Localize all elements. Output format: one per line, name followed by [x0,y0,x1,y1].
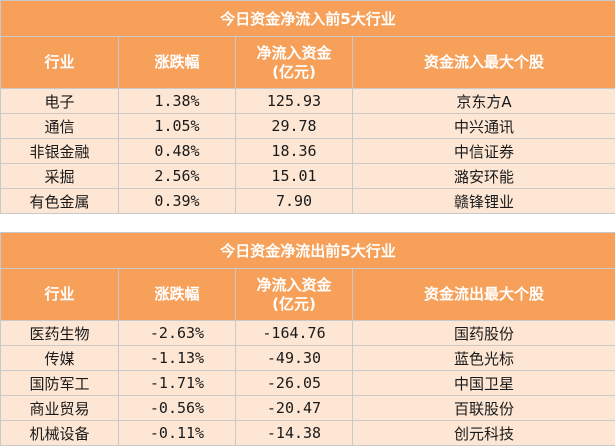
outflow-title: 今日资金净流出前5大行业 [1,233,615,269]
col-header-netflow-label: 净流入资金 (亿元) [256,276,331,313]
top-stock-cell: 百联股份 [353,396,615,421]
top-stock-cell: 中信证券 [353,139,615,164]
top-stock-cell: 潞安环能 [353,164,615,189]
industry-cell: 电子 [1,89,119,114]
netflow-cell: -26.05 [236,371,353,396]
industry-cell: 有色金属 [1,189,119,214]
change-cell: 1.05% [119,114,236,139]
change-cell: 1.38% [119,89,236,114]
netflow-cell: -49.30 [236,346,353,371]
col-header-change: 涨跌幅 [119,269,236,321]
col-header-top-stock: 资金流出最大个股 [353,269,615,321]
top-stock-cell: 中兴通讯 [353,114,615,139]
col-header-netflow: 净流入资金 (亿元) [236,269,353,321]
change-cell: -2.63% [119,321,236,346]
industry-cell: 非银金融 [1,139,119,164]
industry-cell: 采掘 [1,164,119,189]
industry-cell: 国防军工 [1,371,119,396]
netflow-cell: 18.36 [236,139,353,164]
change-cell: -1.13% [119,346,236,371]
industry-cell: 传媒 [1,346,119,371]
industry-cell: 机械设备 [1,421,119,446]
top-stock-cell: 创元科技 [353,421,615,446]
change-cell: 0.39% [119,189,236,214]
col-header-industry: 行业 [1,37,119,89]
netflow-cell: 7.90 [236,189,353,214]
col-header-netflow-label: 净流入资金 (亿元) [256,44,331,81]
inflow-table: 今日资金净流入前5大行业 行业 涨跌幅 净流入资金 (亿元) 资金流入最大个股 … [0,0,615,214]
netflow-cell: 125.93 [236,89,353,114]
col-header-top-stock: 资金流入最大个股 [353,37,615,89]
netflow-cell: 29.78 [236,114,353,139]
change-cell: 2.56% [119,164,236,189]
col-header-change: 涨跌幅 [119,37,236,89]
col-header-industry: 行业 [1,269,119,321]
outflow-table: 今日资金净流出前5大行业 行业 涨跌幅 净流入资金 (亿元) 资金流出最大个股 … [0,232,615,446]
top-stock-cell: 中国卫星 [353,371,615,396]
industry-cell: 通信 [1,114,119,139]
inflow-title: 今日资金净流入前5大行业 [1,1,615,37]
netflow-cell: -20.47 [236,396,353,421]
change-cell: -0.11% [119,421,236,446]
netflow-cell: 15.01 [236,164,353,189]
netflow-cell: -164.76 [236,321,353,346]
top-stock-cell: 京东方A [353,89,615,114]
top-stock-cell: 赣锋锂业 [353,189,615,214]
panel-gap [0,214,615,232]
col-header-netflow: 净流入资金 (亿元) [236,37,353,89]
top-stock-cell: 国药股份 [353,321,615,346]
top-stock-cell: 蓝色光标 [353,346,615,371]
change-cell: -1.71% [119,371,236,396]
change-cell: -0.56% [119,396,236,421]
netflow-cell: -14.38 [236,421,353,446]
change-cell: 0.48% [119,139,236,164]
industry-cell: 商业贸易 [1,396,119,421]
industry-cell: 医药生物 [1,321,119,346]
